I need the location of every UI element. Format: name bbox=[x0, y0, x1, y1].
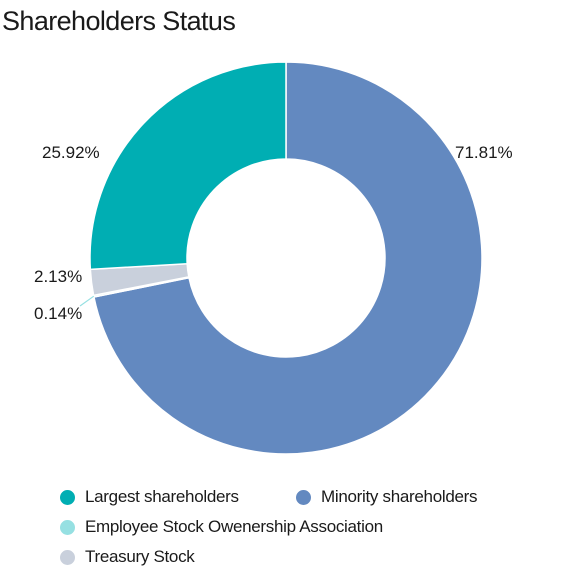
label-treasury-stock: 2.13% bbox=[34, 267, 82, 286]
legend-item-minority-shareholders: Minority shareholders bbox=[296, 487, 478, 507]
legend-row: Largest shareholders Minority shareholde… bbox=[60, 482, 540, 512]
legend-row: Employee Stock Owenership Association bbox=[60, 512, 540, 542]
label-largest-shareholders: 25.92% bbox=[42, 143, 100, 162]
legend-label-employee-stock: Employee Stock Owenership Association bbox=[85, 517, 383, 536]
legend-item-largest-shareholders: Largest shareholders bbox=[60, 487, 296, 507]
legend-swatch-treasury-stock bbox=[60, 549, 75, 565]
leader-line-employee-stock bbox=[79, 295, 95, 307]
legend-item-employee-stock: Employee Stock Owenership Association bbox=[60, 517, 383, 537]
legend-swatch-employee-stock bbox=[60, 519, 75, 535]
legend-label-treasury-stock: Treasury Stock bbox=[85, 547, 195, 566]
legend-row: Treasury Stock bbox=[60, 542, 540, 572]
legend: Largest shareholders Minority shareholde… bbox=[60, 482, 540, 572]
legend-label-minority-shareholders: Minority shareholders bbox=[321, 487, 478, 506]
legend-item-treasury-stock: Treasury Stock bbox=[60, 547, 195, 567]
legend-swatch-largest-shareholders bbox=[60, 489, 75, 505]
legend-swatch-minority-shareholders bbox=[296, 489, 311, 505]
slice-minority-shareholders bbox=[93, 61, 483, 455]
chart-title: Shareholders Status bbox=[2, 6, 236, 36]
label-employee-stock: 0.14% bbox=[34, 304, 82, 323]
label-minority-shareholders: 71.81% bbox=[455, 143, 513, 162]
donut-chart: 25.92% 71.81% 2.13% 0.14% bbox=[34, 61, 513, 455]
legend-label-largest-shareholders: Largest shareholders bbox=[85, 487, 239, 506]
slice-largest-shareholders bbox=[89, 61, 287, 271]
